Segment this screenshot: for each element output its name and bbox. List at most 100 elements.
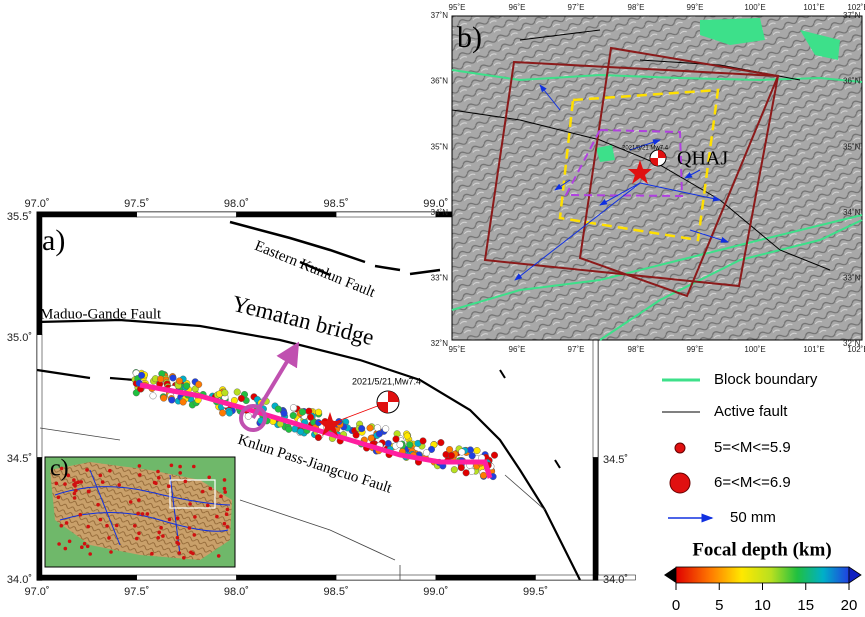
legend-label: 5=<M<=5.9	[714, 439, 791, 456]
epicenter	[628, 160, 652, 184]
epicenter-dot	[79, 480, 83, 484]
epicenter-dot	[88, 552, 92, 556]
fault-line	[499, 369, 561, 469]
frame-bar	[36, 211, 138, 218]
epicenter-dot	[72, 478, 76, 482]
epicenter-dot	[178, 471, 182, 475]
aftershock	[457, 464, 465, 472]
aftershock	[367, 434, 375, 442]
aftershock	[221, 389, 229, 397]
y-tick-label: 36˚N	[431, 77, 449, 86]
legend-symbol	[674, 442, 686, 454]
event-label: 2021/5/21 Mw7.4	[622, 146, 669, 152]
epicenter-dot	[182, 556, 186, 560]
colorbar-end	[664, 567, 676, 583]
colorbar-tick-label: 0	[672, 597, 680, 614]
epicenter-dot	[183, 479, 188, 484]
epicenter-dot	[161, 534, 165, 538]
aftershock	[396, 441, 404, 449]
x-tick-label: 99˚E	[687, 345, 704, 354]
epicenter-dot	[57, 542, 61, 546]
frame-bar	[335, 211, 437, 218]
x-tick-label: 98.0˚	[224, 586, 249, 598]
epicenter-dot	[133, 524, 137, 528]
aftershock	[358, 425, 366, 433]
x-tick-label: 102˚E	[847, 3, 865, 12]
epicenter-dot	[192, 464, 196, 469]
x-tick-label: 95˚E	[449, 345, 466, 354]
epicenter-dot	[128, 500, 133, 504]
panel-label: b)	[457, 21, 482, 54]
insar-track	[578, 46, 780, 298]
panel-label: a)	[42, 224, 65, 257]
y-tick-label: 33˚N	[431, 274, 449, 283]
fault-line	[36, 318, 581, 581]
epicenter-dot	[59, 466, 64, 471]
epicenter-dot	[85, 544, 90, 549]
legend-label: 50 mm	[730, 509, 776, 526]
aftershock	[458, 448, 466, 456]
epicenter-dot	[145, 512, 150, 516]
panel-b: 2021/5/21 Mw7.4 QHAJ b) 95˚E 95˚E 96˚E 96˚E…	[431, 3, 865, 354]
epicenter-dot	[63, 482, 67, 486]
insar-track	[483, 60, 780, 288]
epicenter-dot	[105, 523, 109, 528]
epicenter-dot	[136, 511, 140, 516]
epicenter-dot	[216, 554, 221, 558]
epicenter-dot	[207, 475, 211, 480]
legend: Block boundary Active fault 5=<M<=5.9 6=…	[662, 371, 818, 526]
epicenter-dot	[82, 541, 87, 546]
aftershock	[428, 445, 436, 453]
epicenter-dot	[80, 545, 84, 549]
epicenter-dot	[96, 502, 100, 507]
epicenter-dot	[76, 480, 80, 485]
x-tick-label: 101˚E	[803, 3, 824, 12]
aftershock	[280, 409, 288, 417]
epicenter-dot	[157, 530, 161, 535]
frame-bar	[435, 574, 537, 581]
fault-line	[36, 368, 136, 382]
aftershock	[446, 446, 454, 454]
epicenter-dot	[159, 525, 163, 530]
epicenter-dot	[222, 521, 227, 526]
epicenter-dot	[117, 483, 121, 487]
aftershock	[491, 451, 499, 459]
study-box	[558, 88, 720, 242]
colorbar-tick-label: 15	[797, 597, 814, 614]
fault-line	[39, 427, 546, 580]
y-tick-label: 35˚N	[843, 142, 861, 151]
x-tick-label: 99.5˚	[523, 586, 548, 598]
study-area	[169, 479, 216, 509]
epicenter-dot	[86, 524, 90, 529]
epicenter-dot	[223, 490, 227, 494]
aftershock	[285, 425, 293, 433]
aftershock	[160, 394, 168, 402]
aftershock	[384, 440, 392, 448]
x-tick-label: 101˚E	[803, 345, 824, 354]
aftershock	[289, 412, 297, 420]
epicenter-dot	[56, 495, 61, 500]
y-tick-label: 34˚N	[431, 208, 449, 217]
epicenter-dot	[193, 515, 197, 519]
aftershock	[237, 394, 245, 402]
aftershock	[406, 441, 414, 449]
block-boundary	[54, 469, 231, 556]
aftershock	[374, 424, 382, 432]
aftershock	[352, 431, 360, 439]
y-tick-label: 34.0˚	[603, 574, 628, 586]
frame-bar	[592, 457, 599, 581]
x-tick-label: 96˚E	[509, 3, 526, 12]
frame-bar	[592, 334, 599, 458]
x-tick-label: 97˚E	[568, 3, 585, 12]
epicenter-dot	[166, 484, 171, 489]
y-tick-label: 37˚N	[843, 11, 861, 20]
epicenter-dot	[138, 473, 142, 477]
y-tick-label: 34.5˚	[603, 454, 628, 466]
epicenter-dot	[78, 512, 83, 517]
epicenter-dot	[137, 531, 141, 536]
x-tick-label: 98.5˚	[324, 586, 349, 598]
x-tick-label: 97.5˚	[124, 198, 149, 210]
colorbar-tick-label: 20	[841, 597, 858, 614]
aftershock	[462, 469, 470, 477]
fault-label: Maduo-Gande Fault	[40, 306, 162, 322]
